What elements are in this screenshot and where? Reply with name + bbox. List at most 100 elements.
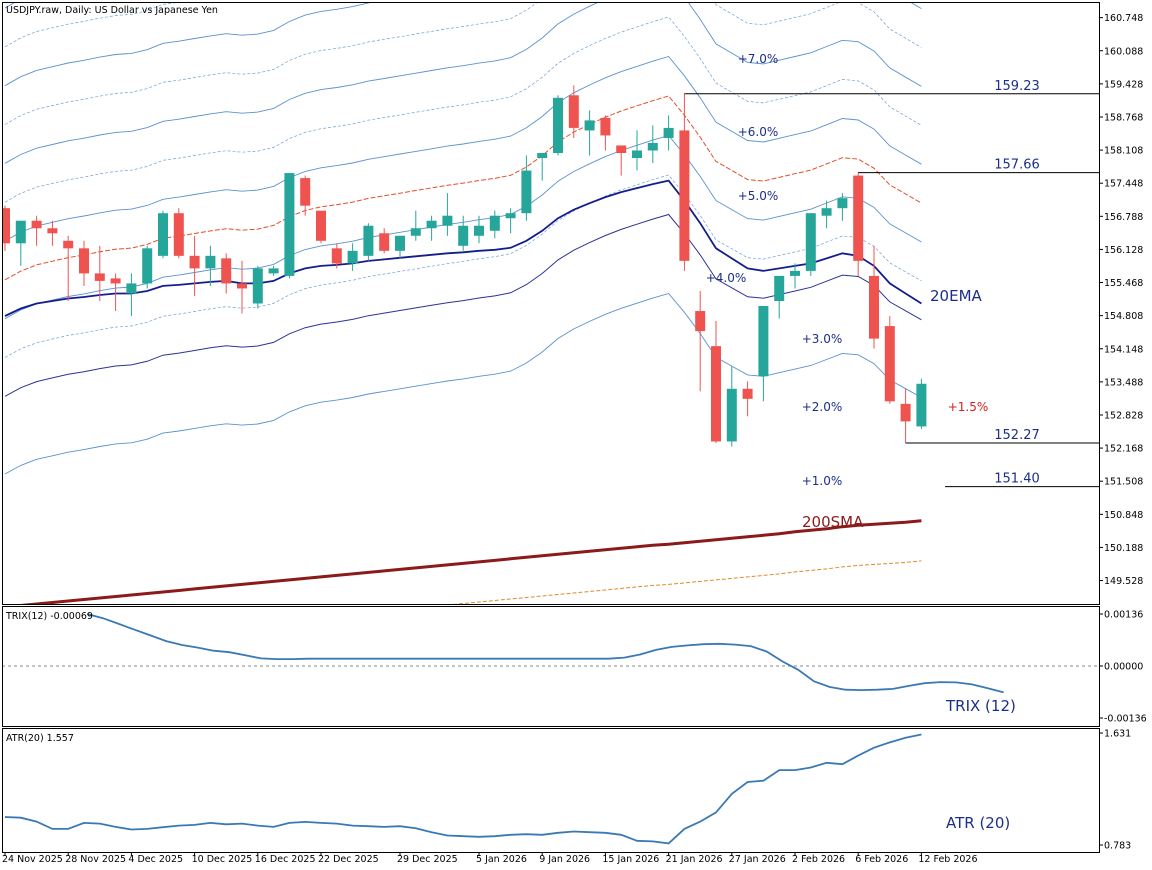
- atr-label: ATR (20): [946, 814, 1010, 832]
- price-tick-label: 154.148: [1104, 344, 1143, 355]
- candle-body: [869, 275, 879, 339]
- candle-body: [695, 311, 706, 332]
- date-tick-label: 9 Jan 2026: [539, 854, 590, 865]
- envelope-line: [4, 16, 922, 203]
- envelope-label: +3.0%: [802, 332, 843, 346]
- envelope-label: +1.5%: [948, 400, 989, 414]
- date-tick-label: 16 Dec 2025: [255, 854, 316, 865]
- level-label: 159.23: [994, 79, 1040, 94]
- candle-body: [221, 258, 232, 284]
- trix-line: [86, 613, 1004, 694]
- candle-body: [505, 213, 516, 219]
- candle-body: [632, 150, 642, 159]
- candle-body: [94, 273, 105, 281]
- date-tick-label: 5 Jan 2026: [476, 854, 527, 865]
- envelope-line: [4, 95, 922, 281]
- date-tick-label: 4 Dec 2025: [128, 854, 183, 865]
- candle-body: [537, 153, 548, 159]
- candle-body: [331, 248, 342, 264]
- candle-body: [395, 235, 405, 251]
- candle-body: [379, 233, 390, 251]
- price-tick-label: 153.488: [1104, 377, 1143, 388]
- candle-body: [284, 173, 295, 276]
- price-frame: [2, 2, 1100, 605]
- candle-body: [821, 208, 832, 216]
- atr-tick-label: 1.631: [1104, 729, 1131, 740]
- candle-body: [2, 208, 10, 244]
- candle-body: [663, 127, 674, 138]
- price-tick-label: 154.808: [1104, 311, 1143, 322]
- price-tick-label: 155.468: [1104, 278, 1143, 289]
- candle-body: [237, 283, 247, 289]
- envelope-label: +2.0%: [802, 400, 843, 414]
- date-tick-label: 21 Jan 2026: [666, 854, 723, 865]
- price-tick-label: 152.168: [1104, 444, 1143, 455]
- atr-frame: [2, 728, 1100, 853]
- price-tick-label: 150.188: [1104, 543, 1143, 554]
- candle-body: [347, 250, 358, 264]
- ema20-line: [4, 179, 922, 317]
- candle-body: [553, 97, 563, 154]
- price-tick-label: 149.528: [1104, 576, 1143, 587]
- envelope-line: [4, 174, 922, 358]
- candle-body: [679, 130, 690, 261]
- atr-line: [4, 733, 922, 845]
- candle-body: [173, 213, 184, 256]
- chart-title: USDJPY.raw, Daily: US Dollar vs Japanese…: [6, 5, 218, 16]
- price-tick-label: 156.788: [1104, 212, 1143, 223]
- candle-body: [742, 388, 753, 399]
- candle-body: [63, 240, 74, 249]
- envelope-line: [4, 2, 922, 125]
- trix-panel: [2, 613, 1099, 694]
- candle-body: [884, 326, 895, 402]
- envelope-line: [4, 2, 922, 87]
- candle-body: [790, 270, 800, 276]
- envelope-label: +1.0%: [802, 474, 843, 488]
- trix-tick-label: 0.00000: [1104, 662, 1143, 673]
- date-tick-label: 10 Dec 2025: [192, 854, 253, 865]
- candle-body: [442, 215, 453, 226]
- envelope-label: +6.0%: [738, 125, 779, 139]
- envelope-line: [4, 2, 922, 164]
- candle-body: [142, 248, 153, 284]
- candle-body: [110, 278, 121, 284]
- level-label: 157.66: [994, 158, 1040, 173]
- date-tick-label: 27 Jan 2026: [729, 854, 786, 865]
- candle-body: [600, 117, 611, 136]
- trix-tick-label: -0.00136: [1104, 714, 1147, 725]
- price-tick-label: 152.828: [1104, 410, 1143, 421]
- candle-body: [316, 210, 326, 241]
- price-plot: [2, 2, 927, 604]
- candle-body: [521, 170, 532, 214]
- price-tick-label: 156.128: [1104, 245, 1143, 256]
- candle-body: [916, 383, 927, 427]
- date-tick-label: 15 Jan 2026: [602, 854, 659, 865]
- candle-body: [758, 306, 769, 377]
- envelope-label: +5.0%: [738, 189, 779, 203]
- date-tick-label: 29 Dec 2025: [397, 854, 458, 865]
- date-tick-label: 28 Nov 2025: [65, 854, 126, 865]
- envelope-line: [4, 55, 922, 242]
- candle-body: [474, 225, 484, 236]
- candle-body: [584, 120, 595, 131]
- candle-body: [31, 220, 42, 229]
- candle-body: [363, 225, 374, 256]
- candle-body: [853, 175, 864, 261]
- price-tick-label: 158.108: [1104, 146, 1143, 157]
- candle-body: [158, 213, 168, 256]
- candle-body: [268, 268, 279, 274]
- price-tick-label: 160.088: [1104, 46, 1143, 57]
- ema-label: 20EMA: [930, 287, 983, 305]
- envelope-line: [4, 292, 922, 475]
- candle-body: [189, 255, 200, 269]
- candle-body: [711, 346, 721, 442]
- candle-body: [126, 283, 137, 294]
- date-tick-label: 6 Feb 2026: [855, 854, 908, 865]
- trix-tick-label: 0.00136: [1104, 610, 1143, 621]
- candle-body: [774, 275, 785, 301]
- candle-body: [616, 145, 627, 154]
- date-tick-label: 12 Feb 2026: [918, 854, 977, 865]
- envelope-line: [4, 213, 922, 397]
